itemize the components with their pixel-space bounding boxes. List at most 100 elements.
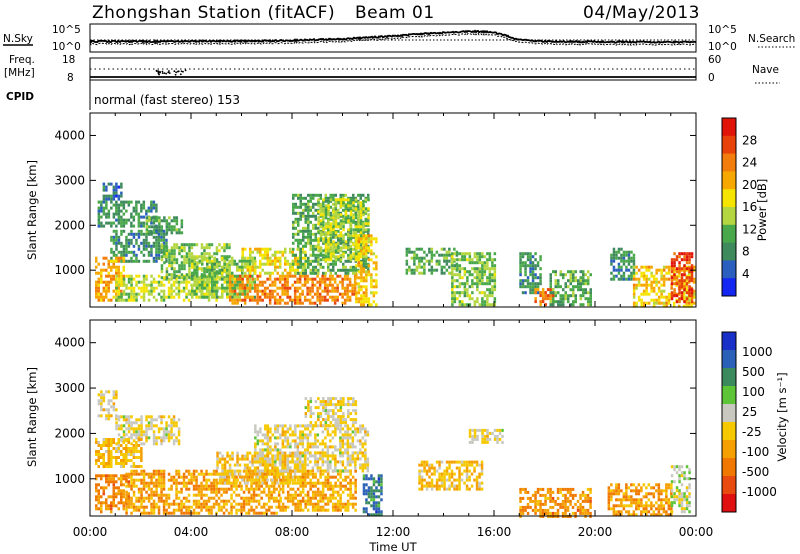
power-cell — [120, 289, 123, 293]
velocity-cell — [284, 481, 287, 485]
power-cell — [292, 220, 295, 224]
velocity-cell — [175, 424, 178, 428]
power-cell — [572, 279, 575, 283]
power-cell — [306, 298, 309, 302]
velocity-cell — [120, 459, 123, 462]
velocity-cell — [140, 418, 143, 422]
power-cell — [627, 268, 631, 272]
velocity-cell — [107, 507, 110, 511]
power-cell — [332, 246, 335, 250]
power-cell — [690, 300, 694, 304]
velocity-cell — [152, 508, 156, 512]
power-cell — [471, 267, 474, 271]
power-cell — [337, 229, 340, 233]
power-cell — [236, 277, 239, 281]
power-cell — [251, 250, 254, 254]
power-cell — [117, 250, 121, 254]
velocity-cell — [127, 475, 131, 479]
velocity-cell — [277, 505, 281, 509]
power-cell — [135, 259, 138, 263]
power-cell — [289, 262, 292, 266]
power-cell — [303, 280, 307, 284]
velocity-cell — [306, 493, 310, 497]
power-cell — [105, 280, 108, 284]
power-cell — [372, 237, 376, 241]
power-cell — [418, 256, 421, 260]
velocity-cell — [147, 496, 151, 500]
velocity-cell — [248, 451, 252, 455]
power-cell — [312, 265, 315, 269]
power-cell — [526, 279, 530, 283]
power-cell — [418, 271, 421, 275]
power-cell — [152, 200, 156, 204]
velocity-cell — [222, 487, 226, 491]
velocity-cell — [122, 456, 125, 459]
power-cell — [559, 303, 562, 307]
power-cell — [486, 300, 489, 304]
power-cell — [589, 297, 592, 301]
power-cell — [120, 185, 123, 189]
power-cell — [190, 243, 194, 247]
velocity-cell — [309, 469, 312, 473]
velocity-cell — [165, 421, 168, 425]
velocity-cell — [172, 481, 176, 485]
velocity-cell — [145, 484, 148, 488]
power-cell — [680, 276, 684, 280]
velocity-cell — [177, 433, 181, 437]
power-cell — [263, 289, 267, 293]
power-cell — [248, 289, 252, 293]
power-cell — [266, 256, 269, 260]
power-cell — [251, 256, 254, 260]
power-cell — [354, 268, 357, 272]
power-cell — [122, 265, 125, 269]
power-cell — [309, 247, 312, 251]
velocity-cell — [238, 472, 242, 476]
power-cell — [357, 261, 361, 265]
velocity-cell — [197, 490, 201, 494]
power-cell — [226, 265, 229, 269]
velocity-cell — [95, 450, 98, 453]
velocity-cell — [241, 478, 244, 482]
power-cell — [650, 289, 653, 293]
power-cell — [319, 219, 323, 223]
velocity-cell — [225, 499, 228, 503]
velocity-cell — [240, 505, 243, 509]
power-cell — [357, 255, 361, 259]
power-cell — [318, 292, 322, 296]
velocity-cell — [120, 450, 123, 453]
velocity-cell — [120, 444, 123, 447]
power-cell — [524, 252, 527, 256]
velocity-cell — [242, 496, 246, 500]
power-cell — [284, 262, 287, 266]
power-cell — [359, 231, 363, 235]
power-cell — [364, 252, 368, 256]
power-cell — [132, 235, 136, 239]
power-cell — [165, 276, 169, 280]
power-cell — [165, 246, 169, 250]
velocity-cell — [262, 472, 266, 476]
power-cell — [642, 283, 646, 287]
power-cell — [137, 235, 141, 239]
velocity-cell — [160, 418, 163, 422]
velocity-cell — [221, 478, 224, 482]
velocity-cell — [230, 484, 233, 488]
power-cell — [349, 204, 353, 208]
velocity-cell — [271, 481, 274, 485]
power-cell — [453, 291, 457, 295]
velocity-cell — [137, 444, 141, 447]
power-cell — [182, 289, 186, 293]
power-cell — [145, 238, 148, 242]
power-cell — [319, 265, 322, 269]
power-cell — [367, 237, 371, 241]
power-cell — [332, 207, 335, 211]
power-cell — [360, 237, 363, 241]
velocity-cell — [125, 490, 128, 494]
velocity-cell — [301, 481, 305, 485]
power-cell — [309, 241, 312, 245]
power-cell — [333, 277, 337, 281]
velocity-cell — [120, 492, 123, 496]
power-cell — [680, 267, 684, 271]
velocity-cell — [192, 472, 196, 476]
power-cell — [466, 282, 469, 286]
power-cell — [120, 250, 123, 254]
